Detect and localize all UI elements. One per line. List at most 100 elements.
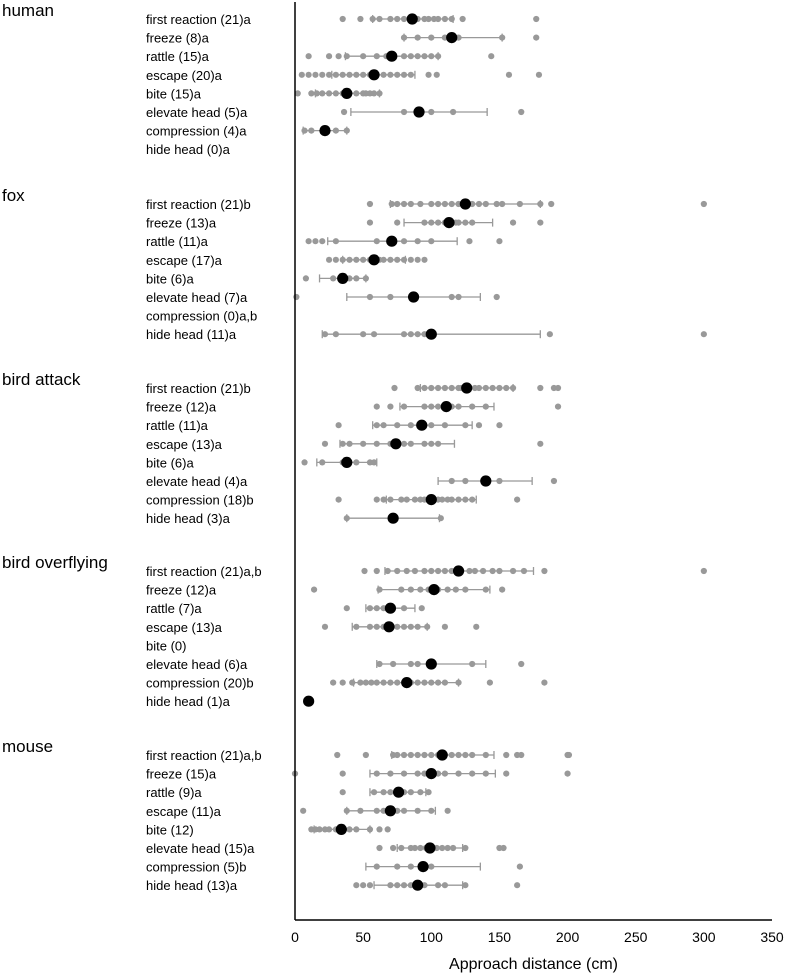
data-point <box>387 789 394 796</box>
data-point <box>421 219 428 226</box>
data-point <box>435 200 442 208</box>
data-point <box>353 459 360 466</box>
row-label: elevate head (6)a <box>146 657 248 672</box>
data-point <box>421 679 428 686</box>
row-label: rattle (9)a <box>146 785 202 800</box>
data-point <box>330 275 337 282</box>
x-tick-label: 100 <box>420 929 444 945</box>
data-point <box>305 71 312 78</box>
row-label: rattle (11)a <box>146 418 209 433</box>
data-point <box>332 71 339 78</box>
data-point <box>366 200 374 208</box>
data-point <box>518 108 525 116</box>
data-point <box>499 34 506 41</box>
row-label: hide head (11)a <box>146 327 237 342</box>
row-label: escape (20)a <box>146 68 223 83</box>
data-point <box>514 882 521 889</box>
group-label: bird overflying <box>2 553 108 572</box>
mean-marker <box>401 677 413 689</box>
data-point <box>489 384 496 392</box>
data-point <box>444 844 451 852</box>
row-label: bite (6)a <box>146 271 194 286</box>
data-point <box>325 71 333 78</box>
data-point <box>435 567 442 575</box>
mean-marker <box>341 87 353 99</box>
data-point <box>546 331 553 338</box>
error-bars <box>302 15 541 890</box>
data-point <box>488 53 495 60</box>
data-point <box>335 422 342 429</box>
data-point <box>425 15 432 23</box>
mean-markers <box>303 13 492 891</box>
mean-marker <box>459 198 471 210</box>
data-point <box>398 844 405 852</box>
data-point <box>414 807 421 814</box>
x-tick-label: 50 <box>355 929 371 945</box>
data-point <box>353 623 360 630</box>
data-point <box>325 53 333 60</box>
data-point <box>400 71 408 78</box>
data-point <box>700 331 707 338</box>
data-point <box>414 660 421 668</box>
data-point <box>325 256 333 263</box>
data-point <box>428 863 435 870</box>
data-point <box>353 826 360 833</box>
data-point <box>462 882 469 889</box>
row-label: rattle (7)a <box>146 601 202 616</box>
data-point <box>499 586 506 593</box>
data-point <box>400 807 408 814</box>
data-point <box>469 496 476 503</box>
data-point <box>428 200 435 208</box>
data-point <box>428 567 435 575</box>
data-point <box>394 751 401 759</box>
data-point <box>414 238 421 245</box>
data-point <box>428 679 435 686</box>
data-point <box>473 623 480 630</box>
data-point <box>428 440 435 447</box>
row-label: bite (6)a <box>146 455 194 470</box>
data-point <box>564 770 571 777</box>
data-point <box>394 219 401 226</box>
mean-marker <box>452 565 465 577</box>
data-point <box>343 53 350 60</box>
data-point <box>360 256 367 263</box>
data-point <box>700 200 707 208</box>
data-point <box>325 90 333 97</box>
group-label: bird attack <box>2 370 81 389</box>
data-point <box>441 882 449 889</box>
data-point <box>312 71 319 78</box>
data-point <box>339 71 346 78</box>
data-point <box>471 567 478 575</box>
data-point <box>302 275 310 282</box>
x-tick-label: 250 <box>624 929 648 945</box>
x-axis-ticks: 0 50 100 150 200 250 300 350 <box>291 929 784 945</box>
data-point <box>308 90 315 97</box>
mean-marker <box>384 805 396 817</box>
data-point <box>369 15 376 23</box>
data-point <box>407 71 414 78</box>
data-point <box>343 807 350 814</box>
data-point <box>313 90 320 97</box>
data-point <box>308 127 315 134</box>
data-point <box>321 440 329 447</box>
data-point <box>411 844 419 852</box>
data-point <box>414 751 421 759</box>
data-point <box>394 71 401 78</box>
data-point <box>425 789 432 796</box>
row-label: freeze (12)a <box>146 400 217 415</box>
data-point <box>400 34 408 41</box>
data-point <box>376 660 383 668</box>
row-label: hide head (1)a <box>146 694 231 709</box>
data-point <box>421 256 428 263</box>
data-point <box>294 90 301 97</box>
data-point <box>380 422 387 429</box>
data-point <box>387 256 394 263</box>
data-point <box>537 384 544 392</box>
mean-marker <box>319 125 331 137</box>
data-point <box>421 384 428 392</box>
data-point <box>509 567 517 575</box>
data-point <box>407 863 414 870</box>
data-point <box>439 496 446 503</box>
data-point <box>455 496 462 503</box>
